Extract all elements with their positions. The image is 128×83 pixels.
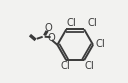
Text: Cl: Cl — [95, 39, 105, 49]
Text: Cl: Cl — [84, 61, 94, 71]
Text: Cl: Cl — [61, 61, 70, 71]
Text: Cl: Cl — [67, 18, 77, 28]
Text: O: O — [48, 33, 56, 43]
Text: O: O — [44, 23, 52, 33]
Text: Cl: Cl — [87, 18, 97, 28]
